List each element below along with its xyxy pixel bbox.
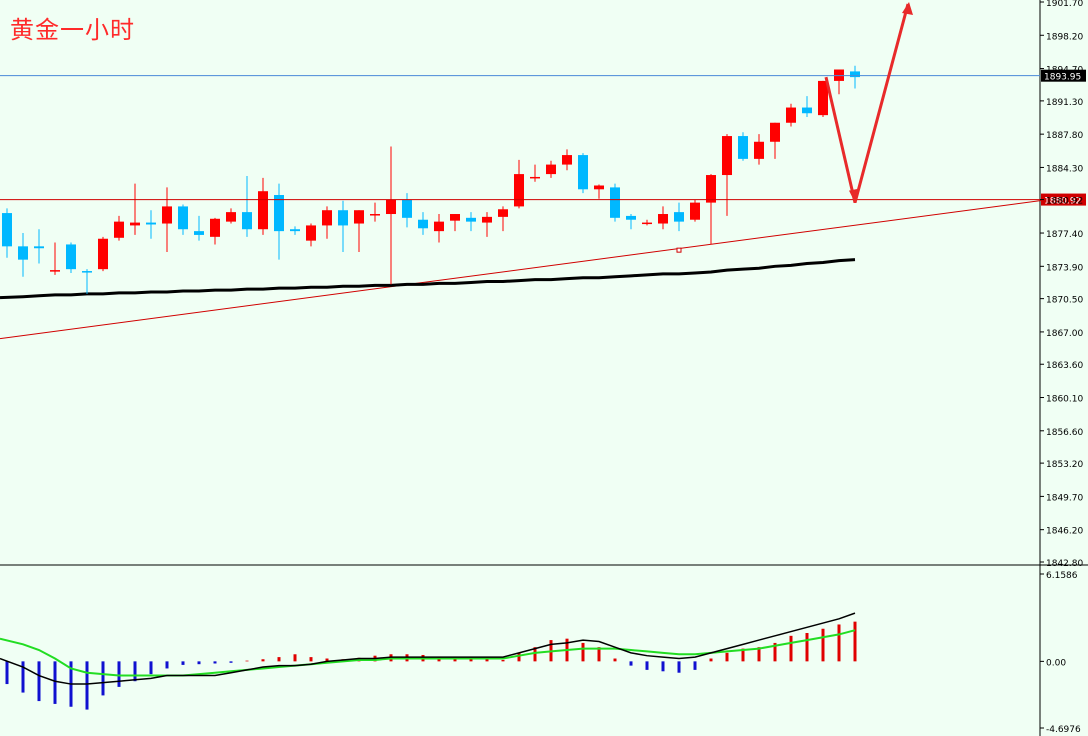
candle-body [674, 212, 684, 222]
price-tick-label: 1870.50 [1046, 296, 1083, 306]
candle-body [658, 214, 668, 224]
trendline-layer [0, 199, 1048, 340]
oscillator-line [0, 612, 856, 685]
candle-body [34, 246, 44, 249]
candle-body [786, 107, 796, 123]
candle-body [210, 218, 220, 237]
candle-body [242, 212, 252, 230]
candle-body [386, 199, 396, 215]
moving-average-layer [0, 258, 856, 300]
candle-body [402, 199, 412, 218]
price-tick-label: 1873.90 [1046, 263, 1083, 273]
candle-body [98, 238, 108, 270]
price-tick-label: 1894.70 [1046, 66, 1083, 76]
price-tick-label: 1863.60 [1046, 361, 1083, 371]
candle-body [434, 221, 444, 232]
candle-body [18, 246, 28, 260]
candle-body [690, 202, 700, 220]
candle-body [370, 214, 380, 216]
candle-body [178, 206, 188, 230]
candle-body [610, 187, 620, 218]
oscillator-tick-label: -4.6976 [1046, 725, 1081, 735]
price-tick-label: 1853.20 [1046, 460, 1083, 470]
candle-body [818, 80, 828, 116]
candle-body [322, 210, 332, 226]
oscillator-axis: 6.1586 0.00 -4.6976 [1040, 571, 1081, 735]
rising-trendline [0, 199, 1048, 340]
candle-body [546, 164, 556, 175]
candle-body [594, 185, 604, 190]
candle-body [290, 229, 300, 232]
price-tick-label: 1860.10 [1046, 395, 1083, 405]
current-price-label: 1893.95 [1044, 73, 1081, 83]
price-tick-label: 1880.92 [1046, 197, 1083, 207]
price-tick-label: 1898.20 [1046, 32, 1083, 42]
projection-arrow [824, 2, 913, 203]
candle-body [722, 136, 732, 176]
candle-body [562, 155, 572, 165]
price-tick-label: 1877.40 [1046, 230, 1083, 240]
candle-body [850, 71, 860, 78]
candle-body [466, 217, 476, 222]
candle-body [274, 195, 284, 232]
candle-body [338, 210, 348, 226]
arrowhead-up [902, 2, 913, 15]
price-tick-label: 1842.80 [1046, 559, 1083, 569]
candle-body [498, 209, 508, 217]
candle-body [162, 206, 172, 224]
candle-body [114, 221, 124, 238]
level-price-label: 1880.92 [1044, 197, 1081, 207]
candle-body [226, 212, 236, 222]
candle-body [642, 222, 652, 225]
price-tick-label: 1901.70 [1046, 0, 1083, 9]
oscillator-tick-label: 0.00 [1046, 658, 1066, 668]
price-axis: 1901.70 1898.20 1894.70 1891.30 1887.80 1884.… [1040, 0, 1083, 569]
candle-body [626, 215, 636, 220]
price-tick-label: 1887.80 [1046, 131, 1083, 141]
price-tick-label: 1867.00 [1046, 329, 1083, 339]
price-tick-label: 1849.70 [1046, 493, 1083, 503]
candle-body [578, 155, 588, 190]
swing-low-marker [676, 247, 682, 253]
candle-body [2, 213, 12, 247]
candle-body [146, 222, 156, 225]
candle-body [770, 122, 780, 142]
candle-body [258, 191, 268, 230]
oscillator-panel [0, 612, 857, 710]
level-price-tag [1041, 193, 1086, 206]
candle-body [50, 270, 60, 272]
candle-body [450, 214, 460, 221]
price-tick-label: 1856.60 [1046, 428, 1083, 438]
oscillator-tick-label: 6.1586 [1046, 571, 1078, 581]
candle-body [82, 271, 92, 273]
current-price-tag [1041, 69, 1086, 82]
candle-body [194, 231, 204, 235]
candle-body [354, 210, 364, 224]
candle-body [738, 136, 748, 159]
moving-average-line [0, 258, 856, 300]
candle-body [418, 219, 428, 229]
candle-body [306, 225, 316, 241]
arrowhead-down [849, 188, 859, 203]
candle-body [706, 175, 716, 203]
candles-layer [2, 65, 860, 294]
price-tick-label: 1884.30 [1046, 164, 1083, 174]
price-tick-label: 1846.20 [1046, 527, 1083, 537]
horizontal-lines-layer: 1880.92 1893.95 [0, 69, 1086, 207]
candle-body [130, 222, 140, 226]
chart-title: 黄金一小时 [10, 16, 135, 44]
candle-body [802, 107, 812, 114]
candle-body [754, 141, 764, 159]
candle-body [66, 244, 76, 270]
price-tick-label: 1891.30 [1046, 98, 1083, 108]
candle-body [482, 216, 492, 223]
candle-body [514, 174, 524, 207]
candle-body [530, 176, 540, 179]
